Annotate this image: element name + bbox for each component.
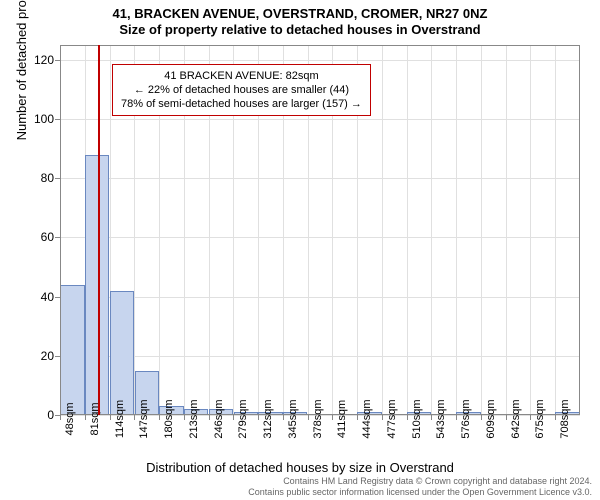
x-tick-label: 444sqm bbox=[357, 399, 373, 438]
marker-line bbox=[98, 45, 100, 415]
y-tick-label: 100 bbox=[34, 112, 60, 126]
chart-container: 41, BRACKEN AVENUE, OVERSTRAND, CROMER, … bbox=[0, 0, 600, 500]
annotation-box: 41 BRACKEN AVENUE: 82sqm← 22% of detache… bbox=[112, 64, 371, 117]
footer: Contains HM Land Registry data © Crown c… bbox=[248, 476, 592, 498]
x-tick-label: 510sqm bbox=[407, 399, 423, 438]
x-tick-label: 411sqm bbox=[332, 400, 348, 438]
x-tick-label: 213sqm bbox=[184, 399, 200, 438]
y-tick-label: 80 bbox=[41, 171, 60, 185]
title-line-1: 41, BRACKEN AVENUE, OVERSTRAND, CROMER, … bbox=[0, 6, 600, 21]
y-tick-label: 20 bbox=[41, 349, 60, 363]
footer-line-2: Contains public sector information licen… bbox=[248, 487, 592, 498]
x-tick-label: 675sqm bbox=[530, 399, 546, 438]
y-tick-label: 0 bbox=[47, 408, 60, 422]
x-tick-label: 576sqm bbox=[456, 399, 472, 438]
x-tick-label: 642sqm bbox=[506, 399, 522, 438]
y-tick-label: 60 bbox=[41, 230, 60, 244]
anno-line-1: 41 BRACKEN AVENUE: 82sqm bbox=[121, 69, 362, 83]
x-tick-label: 246sqm bbox=[209, 399, 225, 438]
histogram-bar bbox=[60, 285, 84, 415]
histogram-bar bbox=[110, 291, 134, 415]
x-tick-label: 279sqm bbox=[233, 399, 249, 438]
plot-area: 02040608010012048sqm81sqm114sqm147sqm180… bbox=[60, 45, 580, 415]
y-axis-label: Number of detached properties bbox=[14, 0, 29, 140]
x-axis-label: Distribution of detached houses by size … bbox=[0, 460, 600, 475]
x-tick-label: 114sqm bbox=[110, 400, 126, 438]
x-tick-label: 477sqm bbox=[382, 399, 398, 438]
footer-line-1: Contains HM Land Registry data © Crown c… bbox=[248, 476, 592, 487]
x-tick-label: 708sqm bbox=[555, 399, 571, 438]
anno-line-3: 78% of semi-detached houses are larger (… bbox=[121, 97, 362, 111]
x-tick-label: 48sqm bbox=[60, 402, 76, 435]
y-tick-label: 120 bbox=[34, 53, 60, 67]
x-tick-label: 543sqm bbox=[431, 399, 447, 438]
x-tick-label: 345sqm bbox=[283, 399, 299, 438]
x-tick-label: 609sqm bbox=[481, 399, 497, 438]
x-tick-label: 312sqm bbox=[258, 399, 274, 438]
x-tick-label: 147sqm bbox=[134, 399, 150, 438]
x-tick-label: 378sqm bbox=[308, 399, 324, 438]
x-tick-label: 180sqm bbox=[159, 399, 175, 438]
y-tick-label: 40 bbox=[41, 290, 60, 304]
anno-line-2: ← 22% of detached houses are smaller (44… bbox=[121, 83, 362, 97]
title-line-2: Size of property relative to detached ho… bbox=[0, 22, 600, 37]
